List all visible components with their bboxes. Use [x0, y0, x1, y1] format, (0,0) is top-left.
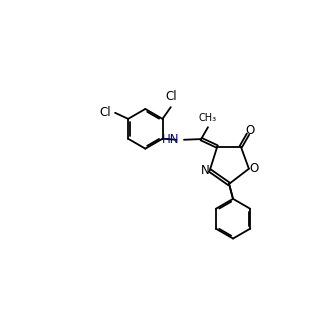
Text: O: O — [249, 162, 258, 174]
Text: N: N — [201, 164, 210, 177]
Text: CH₃: CH₃ — [199, 113, 217, 123]
Text: Cl: Cl — [165, 90, 176, 103]
Text: Cl: Cl — [99, 106, 111, 119]
Text: O: O — [245, 124, 254, 137]
Text: HN: HN — [162, 133, 179, 146]
